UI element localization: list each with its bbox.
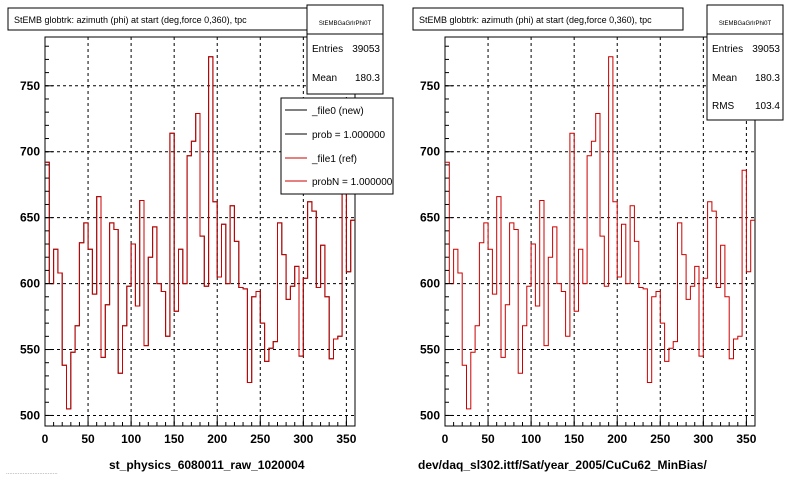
x-tick-label: 350 [736, 432, 756, 446]
x-tick-label: 0 [442, 432, 449, 446]
histogram-title: StEMB globtrk: azimuth (phi) at start (d… [14, 15, 247, 25]
footer-text: ............................... [6, 470, 58, 476]
stats-mean-value: 180.3 [755, 73, 780, 84]
x-tick-label: 150 [564, 432, 584, 446]
y-tick-label: 700 [420, 145, 440, 159]
legend-entry-new: _file0 (new) [311, 106, 364, 117]
x-tick-label: 350 [336, 432, 356, 446]
y-tick-label: 650 [20, 211, 40, 225]
stats-entries-value: 39053 [352, 44, 380, 55]
y-tick-label: 500 [420, 408, 440, 422]
x-tick-label: 200 [207, 432, 227, 446]
stats-entries-label: Entries [312, 44, 343, 55]
legend-entry-prob: prob = 1.000000 [312, 130, 386, 141]
y-tick-label: 550 [20, 343, 40, 357]
stats-mean-label: Mean [312, 73, 337, 84]
stats-rms-label: RMS [712, 101, 735, 112]
stats-box: StEMBGaGrlrPhi0T Entries 39053 Mean 180.… [706, 4, 784, 121]
histogram-bins [45, 56, 355, 410]
x-tick-label: 0 [42, 432, 49, 446]
histogram-series [445, 56, 755, 410]
y-tick-label: 500 [20, 408, 40, 422]
y-tick-label: 750 [420, 79, 440, 93]
x-tick-label: 300 [693, 432, 713, 446]
x-axis-label: dev/daq_sl302.ittf/Sat/year_2005/CuCu62_… [418, 458, 707, 472]
y-tick-label: 600 [420, 277, 440, 291]
y-tick-label: 700 [20, 145, 40, 159]
x-axis-label: st_physics_6080011_raw_1020004 [109, 458, 305, 472]
stats-mean-value: 180.3 [355, 73, 380, 84]
histogram-panel-right: 0 50 100 150 200 250 300 350500550600650700750 … [412, 4, 784, 472]
stats-name: StEMBGaGrlrPhi0T [719, 21, 772, 27]
stats-rms-value: 103.4 [755, 101, 780, 112]
x-tick-label: 250 [650, 432, 670, 446]
x-tick-label: 250 [250, 432, 270, 446]
legend-entry-ref: _file1 (ref) [311, 154, 357, 165]
histogram-bins [445, 56, 755, 410]
histogram-title: StEMB globtrk: azimuth (phi) at start (d… [419, 15, 652, 25]
x-tick-label: 50 [481, 432, 495, 446]
x-tick-label: 300 [293, 432, 313, 446]
histogram-series [45, 56, 355, 410]
y-tick-label: 600 [20, 277, 40, 291]
title-box: StEMB globtrk: azimuth (phi) at start (d… [412, 7, 684, 31]
x-tick-label: 50 [81, 432, 95, 446]
axes: 0 50 100 150 200 250 300 350 500 550 600 650 700 750 [420, 45, 757, 446]
stats-entries-value: 39053 [752, 44, 780, 55]
x-tick-label: 100 [121, 432, 141, 446]
x-tick-label: 100 [521, 432, 541, 446]
y-tick-label: 650 [420, 211, 440, 225]
stats-entries-label: Entries [712, 44, 743, 55]
axes: 0 50 100 150 200 250 300 350 500 550 600 650 700 750 [20, 45, 357, 446]
legend-entry-probn: probN = 1.000000 [312, 177, 393, 188]
stats-name: StEMBGaGrlrPhi0T [319, 21, 372, 27]
histogram-panel-left: 0 50 100 150 200 250 300 350500550600650700750 … [7, 4, 394, 472]
stats-mean-label: Mean [712, 73, 737, 84]
stats-box: StEMBGaGrlrPhi0T Entries 39053 Mean 180.… [306, 4, 384, 95]
y-tick-label: 550 [420, 343, 440, 357]
title-box: StEMB globtrk: azimuth (phi) at start (d… [7, 7, 311, 31]
x-tick-label: 150 [164, 432, 184, 446]
x-tick-label: 200 [607, 432, 627, 446]
legend: _file0 (new) prob = 1.000000 _file1 (ref… [280, 97, 394, 195]
y-tick-label: 750 [20, 79, 40, 93]
